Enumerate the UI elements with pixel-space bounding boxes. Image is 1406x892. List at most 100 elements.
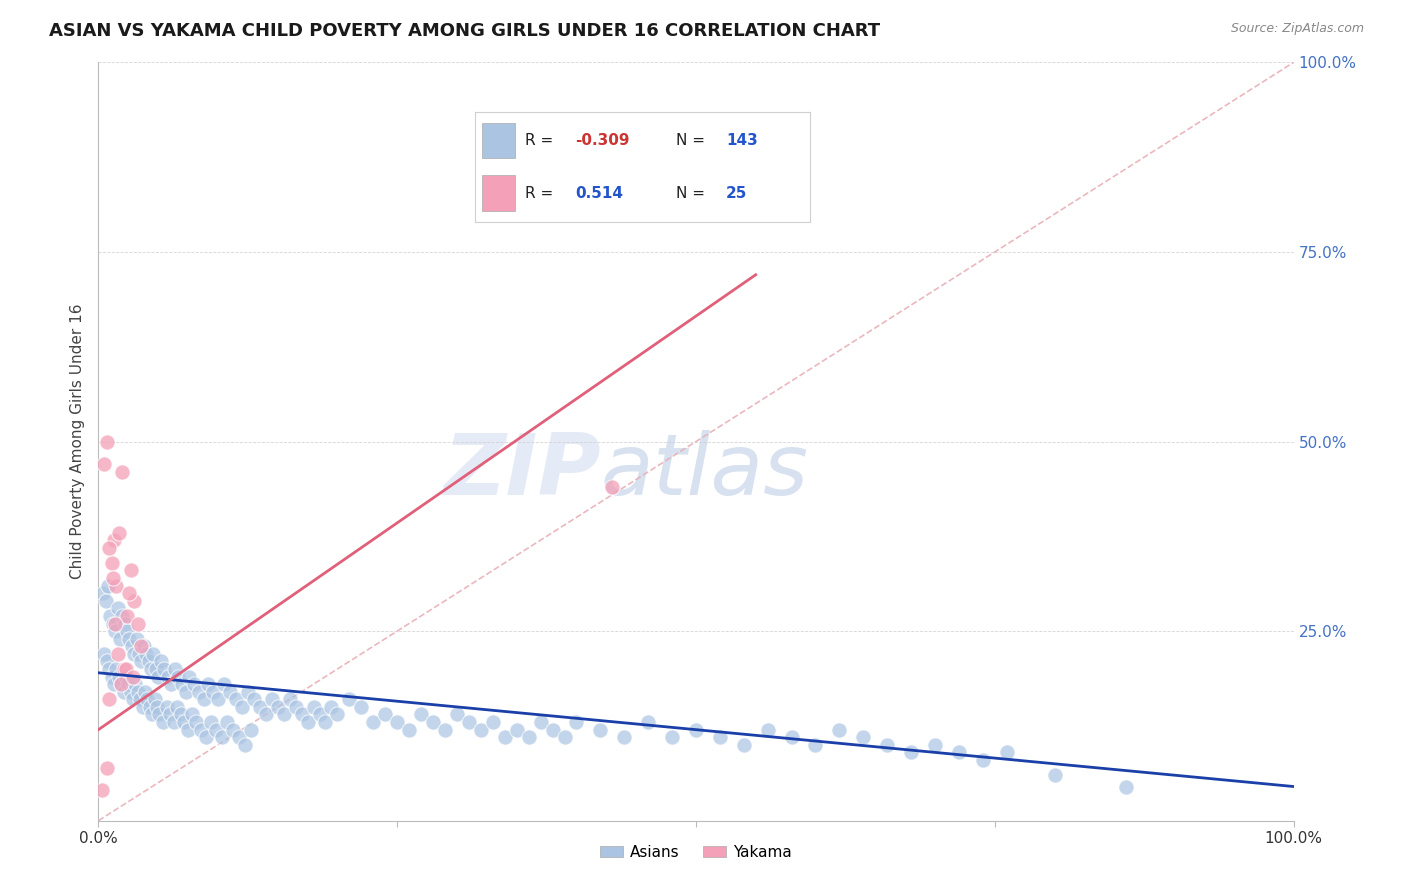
Point — [554, 730, 576, 744]
Point — [756, 723, 779, 737]
Point — [127, 685, 149, 699]
Point — [105, 579, 128, 593]
Point — [139, 662, 162, 676]
Point — [152, 715, 174, 730]
Point — [197, 677, 219, 691]
Point — [96, 434, 118, 449]
Point — [100, 669, 122, 683]
Point — [339, 692, 361, 706]
Point — [637, 715, 659, 730]
Point — [613, 730, 636, 744]
Point — [110, 677, 132, 691]
Point — [193, 692, 215, 706]
Point — [98, 692, 121, 706]
Point — [541, 723, 564, 737]
Point — [145, 662, 167, 676]
Point — [458, 715, 481, 730]
Text: atlas: atlas — [600, 430, 808, 514]
Point — [103, 677, 125, 691]
Point — [115, 624, 138, 639]
Point — [135, 647, 157, 661]
Point — [267, 699, 290, 714]
Point — [120, 564, 142, 578]
Point — [278, 692, 301, 706]
Point — [183, 677, 205, 691]
Point — [93, 647, 115, 661]
Point — [132, 639, 155, 653]
Point — [122, 669, 145, 683]
Point — [995, 746, 1018, 760]
Point — [166, 699, 188, 714]
Point — [122, 692, 145, 706]
Point — [685, 723, 707, 737]
Point — [107, 601, 129, 615]
Point — [115, 608, 138, 623]
Point — [138, 655, 160, 669]
Point — [434, 723, 457, 737]
Point — [315, 715, 337, 730]
Point — [481, 715, 505, 730]
Point — [111, 465, 134, 479]
Point — [291, 707, 314, 722]
Point — [900, 746, 922, 760]
Point — [398, 723, 420, 737]
Point — [141, 707, 163, 722]
Point — [780, 730, 803, 744]
Point — [422, 715, 444, 730]
Point — [124, 594, 146, 608]
Point — [97, 579, 120, 593]
Point — [142, 647, 165, 661]
Point — [96, 760, 118, 774]
Point — [98, 662, 121, 676]
Point — [153, 662, 176, 676]
Point — [602, 480, 624, 494]
Point — [254, 707, 277, 722]
Point — [494, 730, 516, 744]
Point — [121, 639, 143, 653]
Point — [804, 738, 827, 752]
Point — [173, 715, 195, 730]
Point — [129, 692, 152, 706]
Point — [273, 707, 295, 722]
Point — [108, 632, 131, 646]
Point — [249, 699, 271, 714]
Point — [350, 699, 373, 714]
Point — [114, 616, 136, 631]
Point — [828, 723, 851, 737]
Text: ASIAN VS YAKAMA CHILD POVERTY AMONG GIRLS UNDER 16 CORRELATION CHART: ASIAN VS YAKAMA CHILD POVERTY AMONG GIRL… — [49, 22, 880, 40]
Point — [240, 723, 263, 737]
Point — [174, 685, 197, 699]
Point — [177, 723, 200, 737]
Point — [326, 707, 349, 722]
Point — [139, 699, 162, 714]
Point — [149, 655, 172, 669]
Point — [98, 541, 121, 555]
Point — [222, 723, 245, 737]
Point — [112, 662, 135, 676]
Point — [186, 715, 208, 730]
Point — [876, 738, 898, 752]
Point — [172, 677, 194, 691]
Point — [127, 616, 149, 631]
Point — [120, 685, 142, 699]
Point — [225, 692, 247, 706]
Point — [228, 730, 250, 744]
Point — [297, 715, 319, 730]
Point — [204, 723, 226, 737]
Point — [589, 723, 612, 737]
Point — [124, 647, 146, 661]
Point — [363, 715, 385, 730]
Point — [167, 669, 190, 683]
Point — [125, 632, 148, 646]
Point — [146, 699, 169, 714]
Point — [110, 677, 132, 691]
Point — [156, 669, 179, 683]
Point — [118, 632, 141, 646]
Point — [446, 707, 468, 722]
Point — [170, 707, 193, 722]
Point — [190, 723, 212, 737]
Point — [117, 677, 139, 691]
Point — [160, 677, 183, 691]
Point — [107, 647, 129, 661]
Point — [98, 608, 122, 623]
